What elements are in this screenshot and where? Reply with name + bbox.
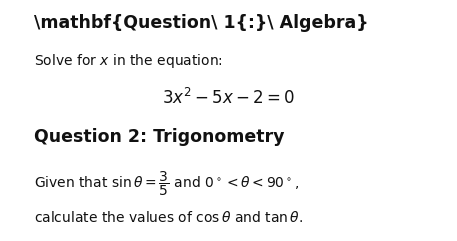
Text: Given that $\sin \theta = \dfrac{3}{5}$ and $0^\circ < \theta < 90^\circ$,: Given that $\sin \theta = \dfrac{3}{5}$ … xyxy=(34,170,299,198)
Text: Solve for $x$ in the equation:: Solve for $x$ in the equation: xyxy=(34,52,223,70)
Text: calculate the values of $\cos \theta$ and $\tan \theta$.: calculate the values of $\cos \theta$ an… xyxy=(34,210,303,225)
Text: Question 2: Trigonometry: Question 2: Trigonometry xyxy=(34,128,285,146)
Text: \mathbf{Question\ 1{:}\ Algebra}: \mathbf{Question\ 1{:}\ Algebra} xyxy=(34,14,369,32)
Text: $3x^2 - 5x - 2 = 0$: $3x^2 - 5x - 2 = 0$ xyxy=(162,88,295,108)
